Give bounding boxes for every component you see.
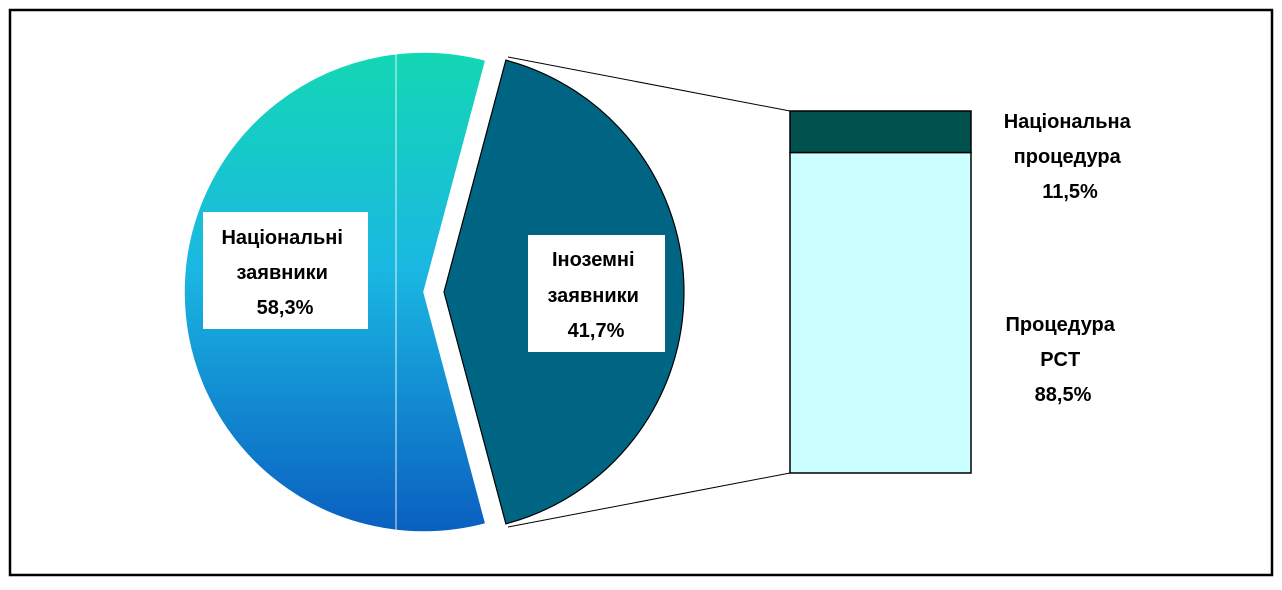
bar-segment-national-procedure <box>789 110 972 154</box>
connector-line-bottom <box>507 472 791 528</box>
slice-label-box-national <box>203 212 368 329</box>
slice-label-national-line-1: Національні <box>221 227 342 249</box>
slice-label-foreign-value: 41,7% <box>568 320 625 342</box>
bar-label-pct-procedure-value: 88,5% <box>1035 384 1092 406</box>
bar-label-national-procedure: Національна процедура 11,5% <box>1004 111 1137 203</box>
bar-label-pct-procedure: Процедура PCT 88,5% <box>1006 314 1121 406</box>
slice-label-foreign-line-1: Іноземні <box>552 249 635 271</box>
bar-label-pct-procedure-line-2: PCT <box>1040 349 1080 371</box>
slice-label-national: Національні заявники 58,3% <box>221 227 348 319</box>
slice-label-foreign: Іноземні заявники 41,7% <box>547 249 644 342</box>
slice-label-foreign-line-2: заявники <box>547 285 638 307</box>
slice-label-national-line-2: заявники <box>236 262 327 284</box>
bar-label-national-procedure-line-2: процедура <box>1014 146 1122 168</box>
slice-label-national-value: 58,3% <box>257 297 314 319</box>
bar-segment-pct-procedure <box>789 151 972 474</box>
slice-label-box-foreign <box>528 235 665 352</box>
bar-label-pct-procedure-line-1: Процедура <box>1006 314 1116 336</box>
bar-label-national-procedure-value: 11,5% <box>1042 181 1098 203</box>
bar-label-national-procedure-line-1: Національна <box>1004 111 1132 133</box>
connector-line-top <box>507 56 791 112</box>
